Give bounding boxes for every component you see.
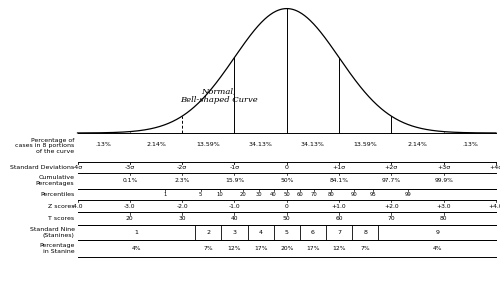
Text: 60: 60	[296, 192, 304, 197]
Text: 12%: 12%	[228, 246, 241, 251]
Text: 50: 50	[283, 216, 290, 221]
Text: Percentiles: Percentiles	[40, 192, 74, 197]
Text: 5: 5	[199, 192, 202, 197]
Text: 30: 30	[256, 192, 262, 197]
Text: 5: 5	[285, 230, 288, 235]
Text: +1.0: +1.0	[332, 204, 346, 209]
Text: 2: 2	[206, 230, 210, 235]
Text: 20: 20	[240, 192, 246, 197]
Text: +4σ: +4σ	[490, 165, 500, 170]
Text: -4σ: -4σ	[72, 165, 83, 170]
Text: 9: 9	[435, 230, 439, 235]
Text: 2.14%: 2.14%	[408, 142, 428, 147]
Text: 7%: 7%	[360, 246, 370, 251]
Text: 70: 70	[311, 192, 318, 197]
Text: Z scores: Z scores	[48, 204, 74, 209]
Text: Normal,
Bell-shaped Curve: Normal, Bell-shaped Curve	[180, 87, 258, 104]
Text: +2.0: +2.0	[384, 204, 398, 209]
Text: 84.1%: 84.1%	[330, 178, 348, 183]
Text: 8: 8	[364, 230, 367, 235]
Text: 20: 20	[126, 216, 134, 221]
Text: +1σ: +1σ	[332, 165, 345, 170]
Text: .13%: .13%	[462, 142, 478, 147]
Text: 99: 99	[405, 192, 412, 197]
Text: 97.7%: 97.7%	[382, 178, 401, 183]
Text: -1.0: -1.0	[228, 204, 240, 209]
Text: 20%: 20%	[280, 246, 293, 251]
Text: 50%: 50%	[280, 178, 293, 183]
Text: 60: 60	[336, 216, 343, 221]
Text: 15.9%: 15.9%	[225, 178, 244, 183]
Text: 4: 4	[258, 230, 262, 235]
Text: +3σ: +3σ	[437, 165, 450, 170]
Text: .13%: .13%	[96, 142, 112, 147]
Text: 13.59%: 13.59%	[354, 142, 377, 147]
Text: 90: 90	[350, 192, 357, 197]
Text: -3.0: -3.0	[124, 204, 136, 209]
Text: 34.13%: 34.13%	[301, 142, 325, 147]
Text: -4.0: -4.0	[72, 204, 83, 209]
Text: 0: 0	[285, 204, 288, 209]
Text: -2σ: -2σ	[177, 165, 187, 170]
Text: 1: 1	[134, 230, 138, 235]
Text: -1σ: -1σ	[230, 165, 239, 170]
Text: 99.9%: 99.9%	[434, 178, 453, 183]
Text: 50: 50	[284, 192, 290, 197]
Text: Standard Nine
(Stanines): Standard Nine (Stanines)	[30, 227, 74, 238]
Text: T scores: T scores	[48, 216, 74, 221]
Text: Percentage
in Stanine: Percentage in Stanine	[39, 243, 74, 254]
Text: 17%: 17%	[306, 246, 320, 251]
Text: 40: 40	[230, 216, 238, 221]
Text: 17%: 17%	[254, 246, 268, 251]
Text: -2.0: -2.0	[176, 204, 188, 209]
Text: 30: 30	[178, 216, 186, 221]
Text: Percentage of
cases in 8 portions
of the curve: Percentage of cases in 8 portions of the…	[15, 138, 74, 154]
Text: 40: 40	[270, 192, 277, 197]
Text: -3σ: -3σ	[124, 165, 135, 170]
Text: +4.0: +4.0	[489, 204, 500, 209]
Text: 1: 1	[164, 192, 167, 197]
Text: 12%: 12%	[332, 246, 346, 251]
Text: 2.3%: 2.3%	[174, 178, 190, 183]
Text: 7: 7	[337, 230, 341, 235]
Text: 0.1%: 0.1%	[122, 178, 138, 183]
Text: 4%: 4%	[432, 246, 442, 251]
Text: 7%: 7%	[204, 246, 213, 251]
Text: 80: 80	[328, 192, 334, 197]
Text: 70: 70	[388, 216, 395, 221]
Text: 2.14%: 2.14%	[146, 142, 166, 147]
Text: Standard Deviations: Standard Deviations	[10, 165, 74, 170]
Text: 95: 95	[370, 192, 376, 197]
Text: 80: 80	[440, 216, 448, 221]
Text: 0: 0	[285, 165, 288, 170]
Text: 3: 3	[232, 230, 236, 235]
Text: 34.13%: 34.13%	[248, 142, 272, 147]
Text: 4%: 4%	[132, 246, 141, 251]
Text: 10: 10	[216, 192, 223, 197]
Text: 6: 6	[311, 230, 315, 235]
Text: +2σ: +2σ	[385, 165, 398, 170]
Text: +3.0: +3.0	[436, 204, 451, 209]
Text: Cumulative
Percentages: Cumulative Percentages	[36, 176, 74, 186]
Text: 13.59%: 13.59%	[196, 142, 220, 147]
